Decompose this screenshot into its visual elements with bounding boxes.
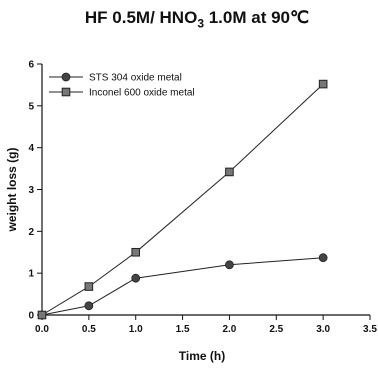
data-point-series-1 (131, 273, 141, 283)
data-point-series-2 (84, 282, 94, 291)
chart-legend: STS 304 oxide metal Inconel 600 oxide met… (49, 73, 195, 99)
y-tick-label: 5 (28, 101, 34, 112)
series-lines (41, 83, 324, 316)
x-tick-label: 3.0 (316, 324, 330, 335)
y-tick-label: 4 (28, 143, 34, 154)
x-tick-label: 2.0 (222, 324, 236, 335)
x-tick-label: 0.0 (35, 324, 49, 335)
legend-label-2: Inconel 600 oxide metal (89, 88, 195, 99)
x-tick-label: 1.0 (129, 324, 143, 335)
x-tick-label: 3.5 (363, 324, 377, 335)
chart-title-suffix: 1.0M at 90℃ (204, 8, 310, 27)
series-line-2 (41, 83, 324, 316)
axis-ticks: 0.0 0.5 1.0 1.5 2.0 2.5 3.0 3.5 0 1 2 3 4 5 6 (28, 60, 377, 336)
y-tick-label: 1 (28, 269, 34, 280)
data-point-series-2 (225, 167, 234, 177)
data-point-series-2 (318, 79, 328, 89)
chart-title-main: HF 0.5M/ HNO (84, 8, 198, 27)
series-line-1 (41, 257, 324, 316)
y-axis-label: weight loss (g) (5, 147, 19, 232)
legend-marker-1 (61, 72, 71, 82)
x-axis-label: Time (h) (179, 349, 225, 363)
legend-marker-2 (61, 87, 71, 97)
data-point-series-2 (37, 310, 47, 320)
x-tick-label: 2.5 (269, 324, 283, 335)
data-point-series-1 (225, 260, 234, 270)
legend-label-1: STS 304 oxide metal (89, 73, 182, 84)
x-tick-label: 0.5 (82, 324, 96, 335)
y-tick-label: 3 (28, 185, 34, 196)
chart-title: HF 0.5M/ HNO3 1.0M at 90℃ (0, 8, 378, 30)
y-tick-label: 2 (28, 227, 34, 238)
data-point-series-2 (131, 247, 141, 257)
x-tick-label: 1.5 (176, 324, 190, 335)
y-tick-label: 6 (28, 60, 34, 71)
chart-title-subscript: 3 (197, 16, 204, 31)
data-point-series-1 (84, 301, 94, 311)
data-point-series-1 (318, 253, 328, 263)
plot-axes (41, 64, 370, 316)
series-points (37, 79, 328, 320)
y-tick-label: 0 (28, 311, 34, 322)
